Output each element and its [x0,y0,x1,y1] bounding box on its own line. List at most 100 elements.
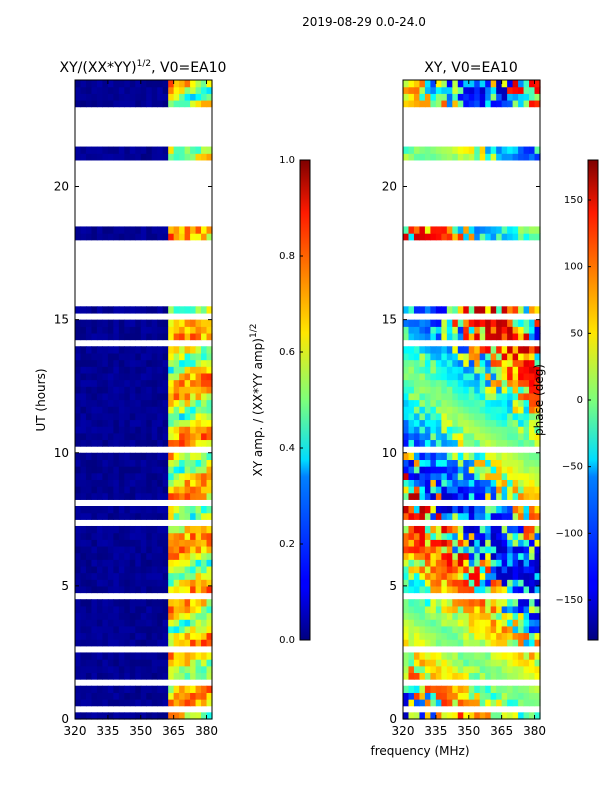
heatmap-cell [534,492,541,500]
heatmap-cell [140,632,147,640]
heatmap-cell [91,146,98,154]
heatmap-cell [474,146,481,154]
heatmap-cell [206,346,213,354]
heatmap-cell [501,359,508,367]
heatmap-cell [168,439,175,447]
heatmap-cell [91,412,98,421]
heatmap-cell [441,506,448,514]
heatmap-cell [408,399,415,407]
heatmap-cell [85,532,93,540]
heatmap-cell [490,479,497,487]
heatmap-cell [534,153,541,161]
heatmap-cell [201,552,208,560]
heatmap-cell [184,612,191,620]
heatmap-cell [162,386,169,394]
heatmap-cell [129,233,136,241]
heatmap-cell [157,366,164,374]
heatmap-cell [151,565,158,574]
heatmap-cell [452,359,459,367]
heatmap-cell [474,685,481,693]
heatmap-cell [113,486,120,494]
heatmap-cell [206,372,213,381]
heatmap-cell [135,552,142,560]
heatmap-cell [168,492,175,500]
heatmap-cell [168,506,175,514]
heatmap-cell [523,532,530,540]
heatmap-cell [113,619,120,627]
heatmap-cell [173,406,180,414]
heatmap-cell [113,639,120,647]
heatmap-cell [107,585,114,594]
heatmap-cell [96,372,103,381]
heatmap-cell [424,565,431,574]
heatmap-cell [129,146,136,154]
heatmap-cell [102,153,109,161]
heatmap-cell [529,326,536,334]
heatmap-cell [419,153,426,161]
heatmap-cell [168,699,175,707]
heatmap-cell [146,479,153,487]
heatmap-cell [129,399,136,407]
heatmap-cell [468,319,475,327]
heatmap-cell [157,399,164,407]
heatmap-cell [124,412,131,421]
heatmap-cell [118,93,125,101]
heatmap-cell [140,386,147,394]
heatmap-cell [501,379,508,387]
heatmap-cell [75,392,82,401]
heatmap-cell [157,146,164,154]
heatmap-cell [468,585,475,594]
heatmap-cell [424,685,431,693]
heatmap-cell [118,605,125,614]
heatmap-cell [195,332,202,341]
heatmap-cell [512,459,519,467]
heatmap-cell [529,306,536,314]
heatmap-cell [403,306,410,314]
y-tick-label: 0 [61,712,69,726]
heatmap-cell [496,532,503,540]
heatmap-cell [446,579,453,587]
heatmap-cell [184,652,191,660]
heatmap-cell [140,326,147,334]
heatmap-cell [201,346,208,354]
heatmap-cell [501,545,508,554]
heatmap-cell [190,652,197,660]
heatmap-cell [190,466,197,474]
heatmap-cell [534,472,541,480]
heatmap-cell [408,612,415,620]
heatmap-cell [512,426,519,434]
heatmap-cell [424,359,431,367]
heatmap-cell [96,226,103,234]
heatmap-cell [102,512,109,520]
heatmap-cell [413,565,421,574]
heatmap-cell [463,559,470,567]
heatmap-cell [157,386,164,394]
heatmap-cell [168,552,175,560]
heatmap-cell [118,585,125,594]
heatmap-cell [430,479,437,487]
heatmap-cell [113,506,120,514]
heatmap-cell [157,685,164,693]
heatmap-cell [135,392,142,401]
heatmap-cell [457,432,464,441]
heatmap-cell [157,532,164,540]
heatmap-cell [457,685,464,693]
heatmap-cell [195,153,202,161]
heatmap-cell [75,619,82,627]
heatmap-cell [162,572,169,580]
heatmap-cell [124,612,131,620]
heatmap-cell [146,525,153,534]
heatmap-cell [501,432,508,441]
heatmap-cell [457,372,464,381]
heatmap-cell [424,99,431,108]
heatmap-cell [523,80,530,88]
heatmap-cell [85,432,93,441]
heatmap-cell [529,86,536,94]
heatmap-cell [201,486,208,494]
heatmap-cell [107,366,114,374]
heatmap-cell [102,452,109,461]
heatmap-cell [507,545,514,554]
heatmap-cell [151,512,158,520]
heatmap-cell [457,699,464,707]
heatmap-cell [162,452,169,461]
